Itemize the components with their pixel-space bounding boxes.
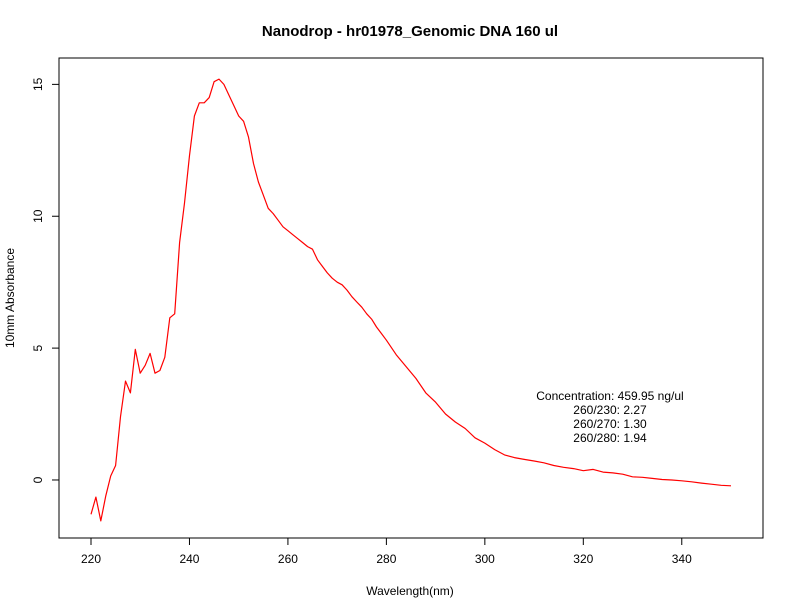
x-tick-label: 220	[81, 552, 101, 566]
x-tick-label: 260	[278, 552, 298, 566]
x-axis-label: Wavelength(nm)	[366, 584, 454, 598]
y-tick-label: 0	[31, 476, 45, 483]
x-tick-label: 280	[376, 552, 396, 566]
x-tick-label: 300	[475, 552, 495, 566]
annotation-block: Concentration: 459.95 ng/ul 260/230: 2.2…	[536, 389, 683, 445]
y-axis-label: 10mm Absorbance	[3, 248, 17, 348]
y-tick-label: 10	[31, 209, 45, 223]
concentration-annotation: Concentration: 459.95 ng/ul	[536, 389, 683, 403]
absorbance-series-line	[90, 78, 732, 522]
chart-title: Nanodrop - hr01978_Genomic DNA 160 ul	[262, 23, 558, 40]
x-tick-label: 320	[573, 552, 593, 566]
plot-frame	[58, 57, 764, 539]
y-tick-label: 15	[31, 77, 45, 91]
x-tick-label: 340	[672, 552, 692, 566]
y-axis: 0 5 10 15	[31, 77, 60, 483]
ratio-260-230-annotation: 260/230: 2.27	[573, 403, 647, 417]
x-axis: 220 240 260 280 300 320 340	[81, 537, 692, 566]
series-layer	[90, 78, 732, 522]
ratio-260-280-annotation: 260/280: 1.94	[573, 431, 647, 445]
x-tick-label: 240	[179, 552, 199, 566]
y-tick-label: 5	[31, 344, 45, 351]
ratio-260-270-annotation: 260/270: 1.30	[573, 417, 647, 431]
